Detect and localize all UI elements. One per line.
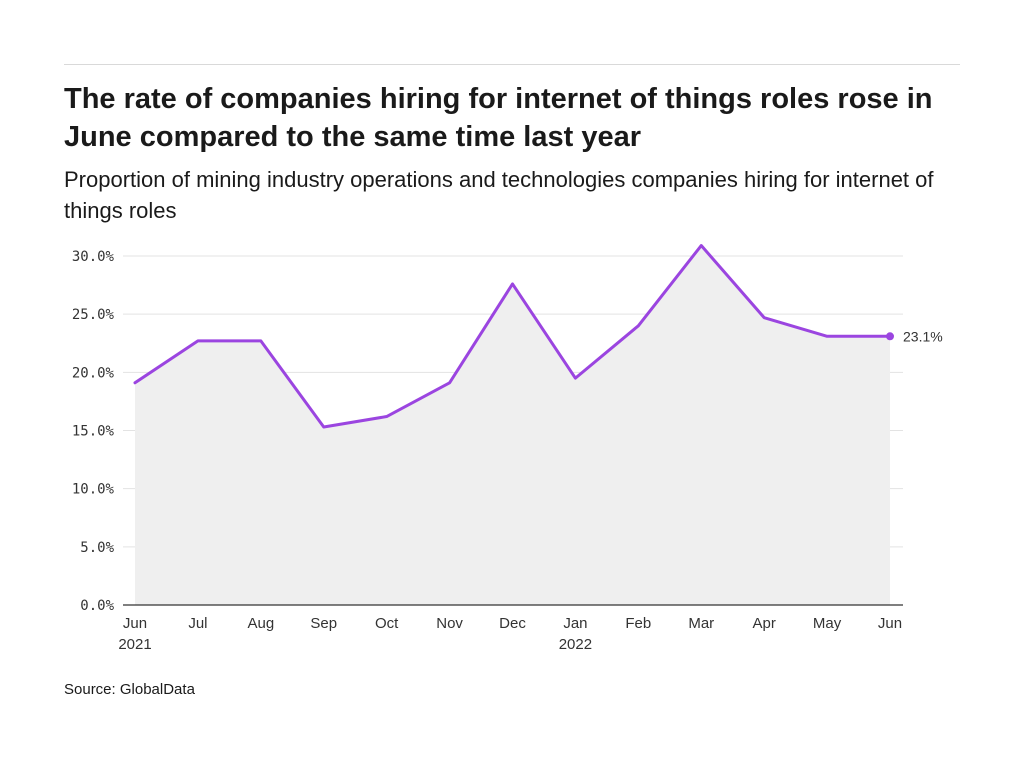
x-year-label: 2022	[559, 636, 592, 653]
y-tick-label: 10.0%	[72, 482, 115, 498]
x-tick-label: Apr	[752, 615, 775, 632]
chart-title: The rate of companies hiring for interne…	[64, 83, 933, 153]
series-area	[135, 245, 890, 605]
x-tick-label: Mar	[688, 615, 714, 632]
x-tick-label: Nov	[436, 615, 463, 632]
end-value-label: 23.1%	[903, 328, 943, 344]
x-tick-label: Jan	[563, 615, 587, 632]
x-tick-label: Sep	[310, 615, 337, 632]
x-tick-label: Oct	[375, 615, 399, 632]
top-rule	[64, 64, 960, 65]
x-tick-label: May	[813, 615, 842, 632]
y-tick-label: 0.0%	[80, 598, 114, 614]
end-point-marker	[886, 332, 894, 341]
x-tick-label: Jun	[878, 615, 902, 632]
x-tick-label: Dec	[499, 615, 526, 632]
y-tick-label: 30.0%	[72, 249, 115, 265]
source-note: Source: GlobalData	[64, 681, 195, 698]
x-tick-label: Aug	[247, 615, 274, 632]
x-tick-label: Feb	[625, 615, 651, 632]
y-tick-label: 20.0%	[72, 365, 115, 381]
y-tick-label: 25.0%	[72, 307, 115, 323]
x-tick-label: Jul	[188, 615, 207, 632]
y-tick-label: 5.0%	[80, 540, 114, 556]
chart-subtitle: Proportion of mining industry operations…	[64, 167, 934, 223]
series-line	[133, 244, 892, 429]
y-tick-label: 15.0%	[72, 424, 115, 440]
x-tick-label: Jun	[123, 615, 147, 632]
x-year-label: 2021	[118, 636, 151, 653]
